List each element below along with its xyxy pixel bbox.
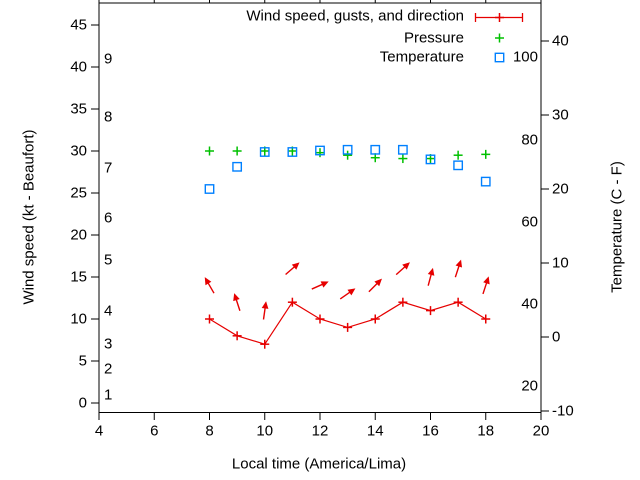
fahrenheit-tick-label: 80 [521,131,538,149]
beaufort-tick-label: 6 [104,209,113,227]
wind-arrow-head [291,262,300,270]
wind-direction-arrow [427,267,435,286]
temperature-marker [204,184,215,194]
celsius-tick-label: -10 [552,402,574,420]
wind-arrow-head [483,276,490,285]
wind-arrow-shaft [339,291,351,300]
right-axis-title: Temperature (C - F) [608,161,626,293]
celsius-tick-label: 0 [552,328,561,346]
wind-arrow-head [402,262,410,270]
wind-arrow-shaft [454,265,460,278]
kt-tick-label: 10 [70,310,87,328]
wind-direction-arrow [233,293,241,311]
temperature-marker [315,145,325,156]
x-axis-tick-label: 4 [94,422,104,440]
temperature-marker [453,160,464,171]
fahrenheit-tick-label: 60 [521,213,538,231]
wind-arrow-head [204,277,212,286]
wind-arrow-shaft [395,266,406,276]
wind-direction-arrow [285,262,300,276]
kt-tick-label: 35 [70,100,87,118]
fahrenheit-tick-label: 40 [521,295,538,313]
wind-arrow-head [374,278,382,287]
legend-label-temperature: Temperature [379,48,464,66]
beaufort-tick-label: 9 [104,50,113,68]
wind-direction-arrow [395,262,410,276]
legend-label-wind: Wind speed, gusts, and direction [246,7,464,25]
beaufort-tick-label: 5 [104,251,113,269]
fahrenheit-tick-label: 20 [521,377,538,395]
kt-tick-label: 15 [70,268,87,286]
wind-arrow-shaft [235,299,241,311]
wind-arrow-shaft [482,282,488,295]
x-axis-tick-label: 14 [366,422,384,440]
temperature-marker [342,144,353,155]
wind-direction-arrow [482,276,490,295]
temperature-marker [480,176,491,187]
temperature-marker [259,147,270,157]
fahrenheit-tick-label: 100 [512,48,538,66]
x-axis-tick-label: 16 [422,422,439,440]
wind-arrow-head [261,301,269,309]
beaufort-tick-label: 2 [104,360,113,378]
wind-arrow-shaft [427,273,432,286]
legend-temperature-sample [494,52,505,63]
kt-tick-label: 45 [70,16,87,34]
x-axis-tick-label: 10 [256,422,274,440]
wind-arrow-head [347,288,356,296]
wind-direction-arrow [311,281,329,290]
kt-tick-label: 5 [78,352,87,370]
x-axis-title: Local time (America/Lima) [231,455,407,473]
wind-arrow-head [455,259,463,268]
temperature-marker [232,161,243,172]
legend-label-pressure: Pressure [403,29,464,47]
temperature-marker [425,154,436,165]
wind-arrow-head [427,267,435,276]
kt-tick-label: 0 [78,394,87,412]
x-axis-tick-label: 8 [205,422,214,440]
wind-arrow-shaft [262,307,266,320]
celsius-tick-label: 10 [552,254,569,272]
beaufort-tick-label: 8 [104,108,113,126]
kt-tick-label: 20 [70,226,87,244]
wind-arrow-shaft [311,283,324,290]
wind-direction-arrow [339,288,356,300]
celsius-tick-label: 20 [552,180,569,198]
x-axis-tick-label: 6 [150,422,159,440]
wind-arrow-shaft [207,282,215,294]
wind-arrow-head [320,281,329,288]
wind-arrow-shaft [285,266,296,276]
wind-direction-arrow [261,301,269,320]
celsius-tick-label: 30 [552,106,569,124]
temperature-marker [397,144,408,155]
wind-direction-arrow [204,277,215,294]
celsius-tick-label: 40 [552,32,569,50]
temperature-marker [370,144,381,155]
left-axis-title: Wind speed (kt - Beaufort) [20,129,38,305]
x-axis-tick-label: 20 [532,422,550,440]
plot-border [98,2,542,413]
wind-direction-arrow [454,259,463,278]
beaufort-tick-label: 1 [104,386,113,404]
wind-direction-arrow [368,278,382,293]
beaufort-tick-label: 4 [104,302,113,320]
x-axis-tick-label: 18 [477,422,495,440]
beaufort-tick-label: 3 [104,335,113,353]
wind-arrow-shaft [368,282,378,293]
wind-arrow-head [233,293,240,302]
kt-tick-label: 40 [70,58,87,76]
x-axis-tick-label: 12 [311,422,329,440]
kt-tick-label: 25 [70,184,87,202]
temperature-marker [287,147,298,157]
beaufort-tick-label: 7 [104,159,113,177]
kt-tick-label: 30 [70,142,87,160]
